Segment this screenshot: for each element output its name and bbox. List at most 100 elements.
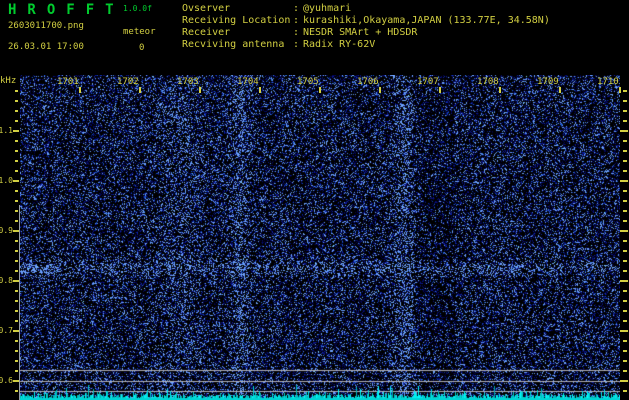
panel-timestamp: 26.03.01 17:00 — [8, 42, 84, 52]
freq-tick-minor — [623, 250, 627, 252]
freq-tick-major — [13, 180, 19, 182]
meteor-counter-label: meteor — [123, 27, 156, 37]
freq-tick-minor — [15, 390, 18, 392]
info-separator: : — [293, 15, 300, 26]
freq-tick-minor — [15, 340, 18, 342]
freq-tick-major — [620, 380, 628, 382]
frequency-axis-unit-label: kHz — [0, 76, 17, 86]
freq-tick-major — [620, 280, 628, 282]
freq-tick-minor — [623, 270, 627, 272]
freq-tick-major — [620, 230, 628, 232]
freq-tick-minor — [15, 250, 18, 252]
time-tick — [559, 87, 561, 93]
freq-tick-minor — [15, 240, 18, 242]
time-tick — [139, 87, 141, 93]
freq-tick-minor — [15, 110, 18, 112]
info-separator: : — [293, 3, 300, 14]
freq-tick-major — [620, 180, 628, 182]
freq-tick-major — [620, 130, 628, 132]
freq-tick-minor — [623, 240, 627, 242]
info-value: Radix RY-62V — [303, 39, 376, 50]
freq-tick-minor — [15, 370, 18, 372]
freq-tick-minor — [623, 150, 627, 152]
freq-tick-minor — [15, 290, 18, 292]
spectrogram-canvas — [20, 75, 620, 400]
time-tick — [259, 87, 261, 93]
time-tick — [499, 87, 501, 93]
info-value: @yuhmari — [303, 3, 352, 14]
freq-tick-minor — [15, 150, 18, 152]
freq-tick-major — [13, 330, 19, 332]
info-label: Receiving Location — [182, 15, 291, 26]
freq-tick-minor — [623, 200, 627, 202]
time-label: 1710 — [597, 77, 619, 87]
info-row-antenna: Recviving antenna: Radix RY-62V — [182, 39, 550, 51]
freq-tick-minor — [623, 360, 627, 362]
freq-tick-minor — [15, 100, 18, 102]
freq-label: 1.1 — [0, 126, 13, 135]
time-label: 1704 — [237, 77, 259, 87]
info-row-receiver: Receiver: NESDR SMArt + HDSDR — [182, 27, 550, 39]
freq-tick-minor — [15, 300, 18, 302]
freq-tick-minor — [623, 290, 627, 292]
freq-tick-minor — [15, 200, 18, 202]
freq-tick-minor — [15, 360, 18, 362]
freq-tick-minor — [623, 190, 627, 192]
info-row-observer: Ovserver: @yuhmari — [182, 3, 550, 15]
time-label: 1708 — [477, 77, 499, 87]
freq-tick-minor — [623, 100, 627, 102]
freq-tick-major — [620, 330, 628, 332]
freq-tick-minor — [623, 340, 627, 342]
app-title: HROFFT — [8, 2, 125, 18]
meteor-counter-value: 0 — [139, 43, 145, 53]
freq-tick-minor — [15, 210, 18, 212]
freq-tick-minor — [15, 320, 18, 322]
time-label: 1706 — [357, 77, 379, 87]
time-label: 1709 — [537, 77, 559, 87]
info-label: Receiver — [182, 27, 231, 38]
freq-tick-major — [13, 380, 19, 382]
station-info-table: Ovserver: @yuhmari Receiving Location: kur… — [182, 3, 550, 51]
freq-tick-minor — [623, 350, 627, 352]
time-tick — [199, 87, 201, 93]
info-separator: : — [293, 39, 300, 50]
freq-tick-minor — [15, 270, 18, 272]
freq-tick-minor — [623, 370, 627, 372]
info-value: kurashiki,Okayama,JAPAN (133.77E, 34.58N… — [303, 15, 550, 26]
freq-tick-minor — [623, 300, 627, 302]
freq-tick-minor — [623, 310, 627, 312]
freq-tick-minor — [623, 120, 627, 122]
freq-tick-minor — [15, 350, 18, 352]
freq-label: 0.6 — [0, 376, 13, 385]
freq-tick-major — [13, 130, 19, 132]
freq-label: 0.7 — [0, 326, 13, 335]
time-tick — [319, 87, 321, 93]
plot-left-border — [19, 205, 20, 400]
time-tick — [439, 87, 441, 93]
freq-tick-minor — [623, 390, 627, 392]
freq-tick-minor — [15, 90, 18, 92]
freq-tick-minor — [623, 220, 627, 222]
freq-label: 0.9 — [0, 226, 13, 235]
freq-tick-minor — [623, 170, 627, 172]
freq-tick-major — [13, 280, 19, 282]
time-label: 1707 — [417, 77, 439, 87]
info-row-location: Receiving Location: kurashiki,Okayama,JAP… — [182, 15, 550, 27]
info-value: NESDR SMArt + HDSDR — [303, 27, 418, 38]
freq-tick-minor — [15, 120, 18, 122]
freq-label: 1.0 — [0, 176, 13, 185]
time-label: 1703 — [177, 77, 199, 87]
freq-tick-minor — [623, 160, 627, 162]
output-filename: 2603011700.png — [8, 21, 84, 31]
freq-tick-minor — [623, 320, 627, 322]
freq-tick-minor — [15, 220, 18, 222]
info-label: Ovserver — [182, 3, 231, 14]
freq-tick-minor — [15, 170, 18, 172]
freq-tick-major — [13, 230, 19, 232]
freq-tick-minor — [623, 260, 627, 262]
time-label: 1701 — [57, 77, 79, 87]
freq-tick-minor — [623, 90, 627, 92]
freq-tick-minor — [623, 140, 627, 142]
